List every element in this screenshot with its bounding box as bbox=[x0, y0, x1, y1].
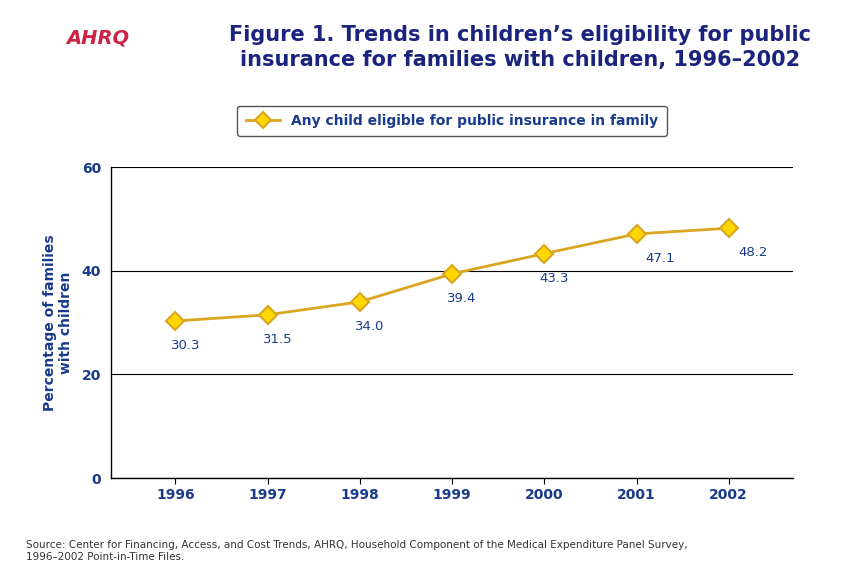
Text: 30.3: 30.3 bbox=[170, 339, 200, 352]
Text: Figure 1. Trends in children’s eligibility for public
insurance for families wit: Figure 1. Trends in children’s eligibili… bbox=[229, 25, 810, 70]
Y-axis label: Percentage of families
with children: Percentage of families with children bbox=[43, 234, 73, 411]
Text: Source: Center for Financing, Access, and Cost Trends, AHRQ, Household Component: Source: Center for Financing, Access, an… bbox=[26, 540, 687, 562]
Text: Advancing
Excellence in
Health Care: Advancing Excellence in Health Care bbox=[73, 55, 123, 85]
Text: 31.5: 31.5 bbox=[262, 333, 292, 346]
Text: 34.0: 34.0 bbox=[354, 320, 384, 333]
Text: 43.3: 43.3 bbox=[539, 272, 568, 285]
Text: 48.2: 48.2 bbox=[737, 247, 767, 259]
Text: 47.1: 47.1 bbox=[645, 252, 675, 265]
Text: AHRQ: AHRQ bbox=[66, 29, 130, 47]
Text: 39.4: 39.4 bbox=[447, 292, 476, 305]
Legend: Any child eligible for public insurance in family: Any child eligible for public insurance … bbox=[237, 105, 666, 136]
